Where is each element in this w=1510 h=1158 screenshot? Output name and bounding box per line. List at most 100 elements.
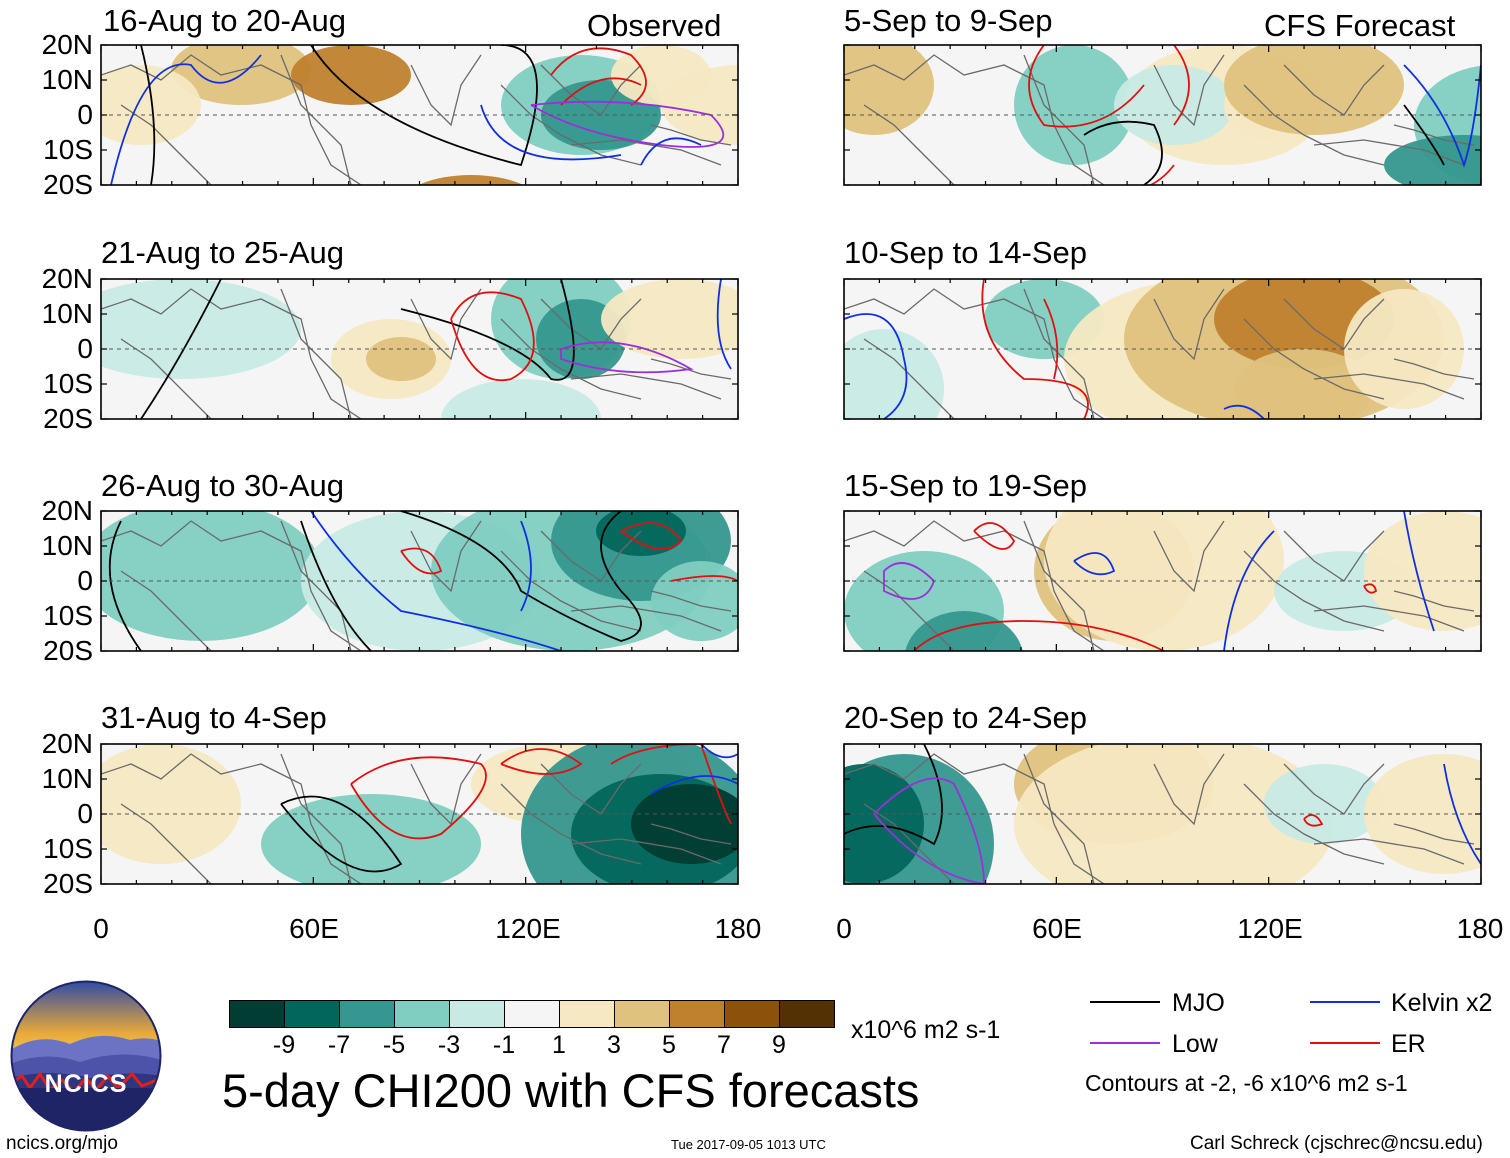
kelvin-contour [700,744,738,759]
lat-label-20s: 20S [43,169,93,200]
coastline [650,590,732,612]
coastline [1393,823,1475,845]
er-contour [350,756,487,840]
colorbar-label: -7 [327,1031,351,1059]
kelvin-contour [844,313,908,419]
colorbar-segment [394,1000,450,1028]
coastline [120,570,212,651]
lon-label-right-0: 0 [836,913,852,944]
coastline [410,520,482,593]
anomaly-shading [291,45,411,105]
lat-label-10s: 10S [43,134,93,165]
kelvin-contour [640,137,702,166]
mjo-contour [844,744,943,846]
footer-url: ncics.org/mjo [6,1133,118,1154]
er-contour [1043,298,1059,380]
colorbar-segment [449,1000,505,1028]
kelvin-contour [1403,511,1435,632]
mjo-contour [400,279,575,381]
lat-label-10s: 10S [43,368,93,399]
mjo-contour [108,520,142,651]
er-contour [1028,45,1145,128]
footer-credit: Carl Schreck (cjschrec@ncsu.edu) [1190,1133,1483,1154]
mjo-contour [400,511,642,642]
lat-label-10n: 10N [41,763,93,794]
ncics-logo [10,980,162,1132]
anomaly-shading [1224,45,1404,135]
mjo-contour [280,795,403,873]
lon-label-right-180: 180 [1456,913,1504,944]
anomaly-shading [441,379,601,419]
coastline [844,753,1105,884]
coastline [410,753,482,826]
map-panel-3 [100,510,739,652]
er-contour [670,575,738,582]
coastline [1313,838,1465,865]
map-panel-5 [843,44,1482,186]
er-contour [913,620,1165,651]
lat-label-10n: 10N [41,64,93,95]
lat-label-0: 0 [77,798,93,829]
kelvin-contour [1073,552,1116,576]
colorbar-segment [614,1000,670,1028]
anomaly-shading [631,784,738,864]
colorbar-label: 1 [552,1031,566,1059]
colorbar-segment [229,1000,285,1028]
coastline [650,124,732,146]
coastline [120,104,212,185]
panel-title-8: 20-Sep to 24-Sep [844,700,1088,735]
main-title: 5-day CHI200 with CFS forecasts [222,1064,920,1117]
coastline [1243,84,1385,166]
coastline [1313,373,1465,400]
coastline [1023,288,1095,419]
panel-title-6: 10-Sep to 14-Sep [844,235,1088,270]
coastline [101,288,362,419]
footer-timestamp: Tue 2017-09-05 1013 UTC [671,1137,826,1152]
lat-label-20n: 20N [41,495,93,526]
coastline [1153,520,1225,593]
colorbar-segment [504,1000,560,1028]
lon-label-left-60: 60E [289,913,339,944]
mjo-contour [1083,120,1163,185]
coastline [101,54,362,185]
legend-lines [1090,1001,1380,1044]
panel-title-1: 16-Aug to 20-Aug [103,3,347,38]
panel-title-5: 5-Sep to 9-Sep [844,3,1053,38]
coastline [500,84,642,166]
er-contour [620,522,683,550]
legend-er: ER [1391,1030,1426,1058]
coastline [410,54,482,127]
coastline [844,54,1105,185]
coastline [650,823,732,845]
colorbar-segment [284,1000,340,1028]
coastline [844,520,1105,651]
anomaly-shading [366,337,436,381]
colorbar-segment [559,1000,615,1028]
mjo-contour [300,520,372,651]
colorbar-label: -1 [492,1031,516,1059]
kelvin-contour [110,54,262,185]
er-contour [500,748,583,775]
coastline [1243,318,1385,400]
lat-label-20s: 20S [43,868,93,899]
lat-label-20n: 20N [41,29,93,60]
coastline [570,373,722,400]
colorbar-label: 5 [662,1031,676,1059]
anomaly-shading [261,794,481,884]
panel-title-4: 31-Aug to 4-Sep [101,700,327,735]
anomaly-shading [844,764,924,884]
er-contour [1363,583,1377,594]
mjo-contour [310,45,538,167]
colorbar-segment [339,1000,395,1028]
panel-title-3: 26-Aug to 30-Aug [101,468,345,503]
coastline [1243,550,1385,632]
colorbar-label: 7 [717,1031,731,1059]
coastline [101,753,362,884]
anomaly-shading [101,744,241,864]
lat-label-20n: 20N [41,263,93,294]
map-panel-8 [843,743,1482,885]
lat-label-10n: 10N [41,530,93,561]
colorbar-segment [779,1000,835,1028]
colorbar-units: x10^6 m2 s-1 [851,1016,1001,1044]
coastline [570,605,722,632]
